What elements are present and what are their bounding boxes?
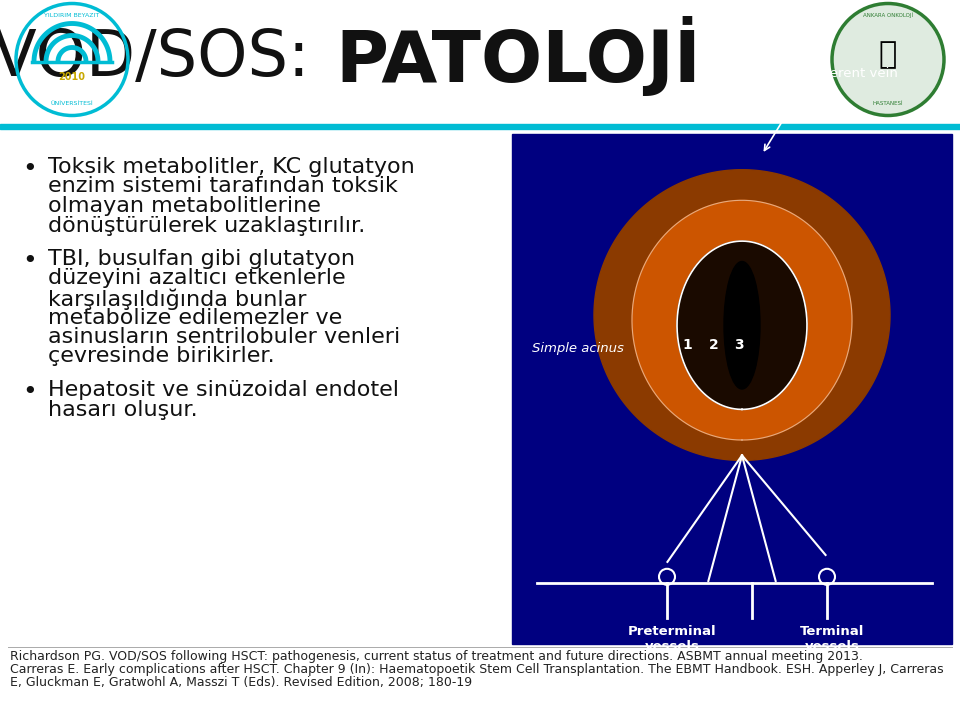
Text: Simple acinus: Simple acinus — [532, 342, 624, 355]
Text: HASTANESİ: HASTANESİ — [873, 101, 903, 106]
Bar — [512, 134, 952, 644]
Ellipse shape — [724, 262, 760, 389]
Text: YILDIRIM BEYAZIT: YILDIRIM BEYAZIT — [44, 13, 100, 18]
Text: asinusların sentrilobuler venleri: asinusların sentrilobuler venleri — [48, 327, 400, 347]
Text: Carreras E. Early complications after HSCT. Chapter 9 (In): Haematopoetik Stem C: Carreras E. Early complications after HS… — [10, 663, 944, 676]
Text: çevresinde birikirler.: çevresinde birikirler. — [48, 346, 275, 366]
Polygon shape — [677, 241, 807, 410]
Text: 🌿: 🌿 — [878, 40, 898, 69]
Text: •: • — [22, 380, 36, 404]
Text: dönüştürülerek uzaklaştırılır.: dönüştürülerek uzaklaştırılır. — [48, 215, 365, 235]
Text: 1: 1 — [683, 338, 692, 353]
Text: 3: 3 — [734, 338, 744, 353]
Text: karşılaşıldığında bunlar: karşılaşıldığında bunlar — [48, 288, 306, 309]
Text: VOD/SOS:: VOD/SOS: — [0, 26, 330, 88]
Text: Efferent vein: Efferent vein — [812, 67, 898, 80]
Text: 2: 2 — [709, 338, 719, 353]
Text: olmayan metabolitlerine: olmayan metabolitlerine — [48, 196, 321, 216]
Text: Toksik metabolitler, KC glutatyon: Toksik metabolitler, KC glutatyon — [48, 157, 415, 177]
Text: TBI, busulfan gibi glutatyon: TBI, busulfan gibi glutatyon — [48, 249, 355, 269]
Text: Preterminal
vessels: Preterminal vessels — [628, 625, 716, 653]
Bar — [0, 124, 960, 129]
Text: PATOLOJİ: PATOLOJİ — [335, 18, 701, 97]
Circle shape — [832, 4, 944, 115]
Text: •: • — [22, 157, 36, 181]
Text: Richardson PG. VOD/SOS following HSCT: pathogenesis, current status of treatment: Richardson PG. VOD/SOS following HSCT: p… — [10, 650, 863, 663]
Text: E, Gluckman E, Gratwohl A, Masszi T (Eds). Revised Edition, 2008; 180-19: E, Gluckman E, Gratwohl A, Masszi T (Eds… — [10, 676, 472, 689]
Polygon shape — [594, 170, 890, 461]
Text: 2010: 2010 — [59, 73, 85, 82]
Text: •: • — [22, 249, 36, 273]
Text: düzeyini azaltıcı etkenlerle: düzeyini azaltıcı etkenlerle — [48, 269, 346, 289]
Text: Terminal
vessels: Terminal vessels — [800, 625, 864, 653]
Text: hasarı oluşur.: hasarı oluşur. — [48, 400, 198, 419]
Text: ANKARA ONKOLOJİ: ANKARA ONKOLOJİ — [863, 13, 913, 18]
Text: ÜNİVERSİTESİ: ÜNİVERSİTESİ — [51, 101, 93, 106]
Text: Hepatosit ve sinüzoidal endotel: Hepatosit ve sinüzoidal endotel — [48, 380, 399, 400]
Text: enzim sistemi tarafından toksik: enzim sistemi tarafından toksik — [48, 176, 397, 196]
Polygon shape — [632, 201, 852, 440]
Text: metabolize edilemezler ve: metabolize edilemezler ve — [48, 307, 343, 328]
